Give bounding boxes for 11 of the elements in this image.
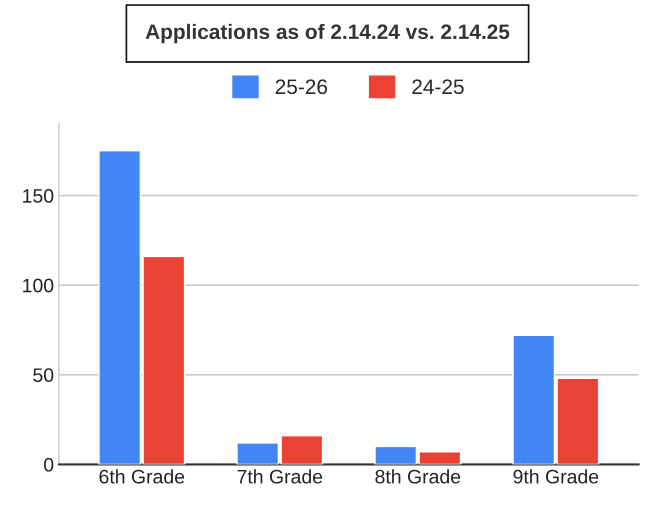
legend-label: 25-26: [276, 79, 328, 94]
y-tick-label: 50: [33, 368, 54, 382]
x-tick-label: 7th Grade: [238, 469, 322, 484]
x-tick-label: 9th Grade: [513, 469, 598, 484]
x-tick-label: 8th Grade: [375, 469, 460, 484]
chart-title: Applications as of 2.14.24 vs. 2.14.25: [146, 24, 510, 44]
y-tick-label: 0: [44, 458, 54, 472]
legend-label: 24-25: [412, 79, 464, 94]
y-tick-label: 150: [23, 189, 54, 203]
x-tick-label: 6th Grade: [100, 469, 184, 484]
y-tick-label: 100: [23, 278, 54, 292]
